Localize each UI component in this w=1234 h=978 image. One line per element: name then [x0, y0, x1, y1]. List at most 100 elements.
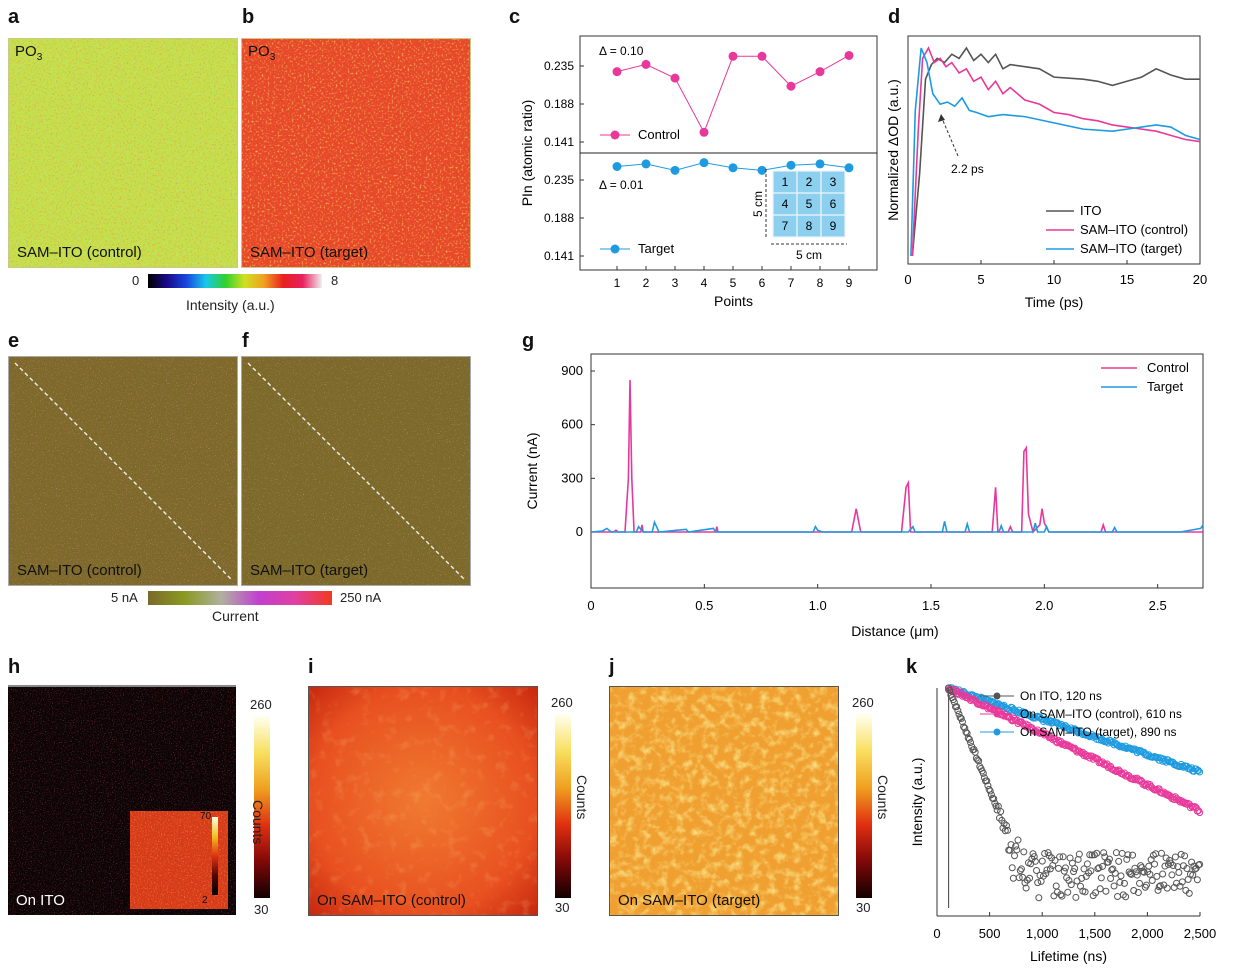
k-data-point [1056, 853, 1064, 861]
k-data-point [1057, 891, 1065, 899]
k-data-point [1191, 865, 1199, 873]
c-xlabel: Points [714, 293, 753, 309]
k-data-point [1193, 876, 1201, 884]
c-target-point [757, 165, 767, 175]
c-inset-cell-label: 3 [830, 175, 837, 189]
k-data-point [1020, 848, 1028, 856]
k-data-point [962, 728, 970, 736]
c-control-point [757, 51, 767, 61]
k-data-point [1096, 758, 1104, 766]
k-data-point [1138, 777, 1146, 785]
k-data-point [1127, 745, 1135, 753]
k-data-point [1117, 872, 1125, 880]
k-data-point [1169, 861, 1177, 869]
k-xtick-label: 2,500 [1184, 926, 1217, 941]
k-xtick-label: 0 [933, 926, 940, 941]
k-data-point [1107, 874, 1115, 882]
k-data-point [1114, 741, 1122, 749]
k-data-point [1051, 856, 1059, 864]
k-data-point [1118, 849, 1126, 857]
g-legend-label: Target [1147, 379, 1184, 394]
d-legend-label: SAM–ITO (control) [1080, 222, 1188, 237]
c-control-point [612, 67, 622, 77]
k-data-point [1065, 876, 1073, 884]
map-j: On SAM–ITO (target) [609, 686, 839, 916]
c-ytick-label-top: 0.141 [544, 135, 574, 149]
d-xtick-label: 10 [1047, 272, 1061, 287]
c-ytick-label-top: 0.235 [544, 59, 574, 73]
k-data-point [1096, 733, 1104, 741]
k-data-point [1104, 858, 1112, 866]
k-data-point [1115, 857, 1123, 865]
panel-label-e: e [8, 330, 20, 352]
map-h-inset-texture [130, 811, 228, 909]
k-data-point [1015, 874, 1023, 882]
g-xtick-label: 2.0 [1035, 598, 1053, 613]
k-data-point [1024, 721, 1032, 729]
c-legend-control-label: Control [638, 127, 680, 142]
g-ylabel: Current (nA) [524, 432, 540, 509]
k-data-point [957, 714, 965, 722]
k-data-point [993, 806, 1001, 814]
k-data-point [1171, 853, 1179, 861]
k-data-point [1167, 859, 1175, 867]
k-xlabel: Lifetime (ns) [1030, 948, 1107, 964]
c-inset-cell-label: 1 [782, 175, 789, 189]
intensity-cbar-label: Intensity (a.u.) [186, 297, 275, 313]
k-data-point [1122, 893, 1130, 901]
c-control-point [815, 67, 825, 77]
k-data-point [1161, 862, 1169, 870]
k-data-point [1097, 874, 1105, 882]
c-inset-cell-label: 7 [782, 219, 789, 233]
k-data-point [1119, 891, 1127, 899]
g-legend-label: Control [1147, 360, 1189, 375]
map-a-caption: SAM–ITO (control) [17, 244, 142, 261]
g-xtick-label: 1.5 [922, 598, 940, 613]
k-data-point [1136, 879, 1144, 887]
counts-cbar-h-min: 30 [254, 902, 269, 917]
d-xlabel: Time (ps) [1025, 294, 1084, 310]
map-i-caption: On SAM–ITO (control) [317, 892, 466, 909]
map-h-inset: 70 2 [130, 811, 228, 909]
k-data-point [1061, 864, 1069, 872]
k-data-point [1016, 867, 1024, 875]
k-data-point [1028, 855, 1036, 863]
c-xtick-label: 6 [759, 276, 766, 290]
c-inset-dim-h: 5 cm [796, 248, 822, 262]
c-ytick-label-bot: 0.141 [544, 249, 574, 263]
k-data-point [1096, 885, 1104, 893]
counts-cbar-j-min: 30 [856, 900, 871, 915]
k-data-point [1056, 739, 1064, 747]
k-data-point [1162, 854, 1170, 862]
k-data-point [1067, 881, 1075, 889]
k-data-point [1098, 862, 1106, 870]
k-data-point [1196, 860, 1204, 868]
c-inset-cell-label: 5 [806, 197, 813, 211]
k-data-point [1002, 822, 1010, 830]
k-data-point [986, 787, 994, 795]
k-legend-label: On SAM–ITO (control), 610 ns [1020, 707, 1182, 721]
k-data-point [1031, 857, 1039, 865]
k-data-point [1105, 855, 1113, 863]
k-data-point [983, 777, 991, 785]
c-xtick-label: 8 [817, 276, 824, 290]
g-ytick-label: 0 [576, 524, 583, 539]
c-xtick-label: 1 [614, 276, 621, 290]
c-control-point [699, 127, 709, 137]
c-inset-cell-label: 9 [830, 219, 837, 233]
k-data-point [1026, 874, 1034, 882]
k-data-point [1095, 864, 1103, 872]
k-data-point [1129, 851, 1137, 859]
g-series-line [590, 519, 1204, 533]
k-data-point [1116, 878, 1124, 886]
k-data-point [1133, 871, 1141, 879]
k-data-point [1110, 882, 1118, 890]
map-h-inset-min: 2 [202, 895, 208, 906]
c-inset-cell-label: 4 [782, 197, 789, 211]
k-ylabel: Intensity (a.u.) [909, 758, 925, 847]
k-data-point [1123, 855, 1131, 863]
k-data-point [1023, 711, 1031, 719]
c-xtick-label: 5 [730, 276, 737, 290]
c-target-point [670, 165, 680, 175]
c-legend-target-label: Target [638, 241, 675, 256]
